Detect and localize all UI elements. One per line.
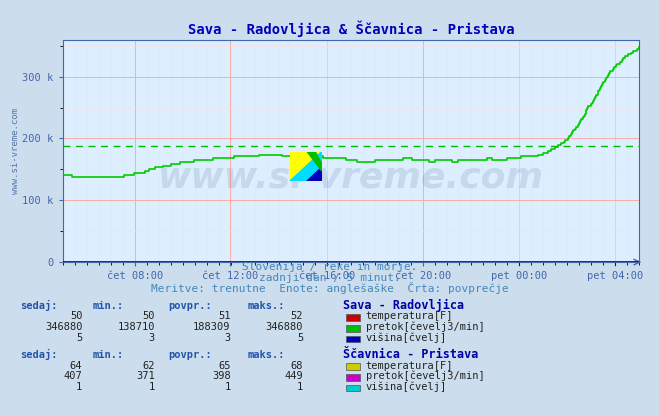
Text: povpr.:: povpr.: (168, 350, 212, 360)
Text: www.si-vreme.com: www.si-vreme.com (158, 161, 544, 195)
Title: Sava - Radovljica & Ščavnica - Pristava: Sava - Radovljica & Ščavnica - Pristava (188, 20, 514, 37)
Text: 5: 5 (297, 333, 303, 343)
Text: višina[čvelj]: višina[čvelj] (366, 333, 447, 343)
Text: Slovenija / reke in morje.: Slovenija / reke in morje. (242, 262, 417, 272)
Text: 188309: 188309 (193, 322, 231, 332)
Text: 5: 5 (76, 333, 82, 343)
Text: 62: 62 (142, 361, 155, 371)
Text: maks.:: maks.: (247, 301, 285, 311)
Text: zadnji dan / 5 minut.: zadnji dan / 5 minut. (258, 273, 401, 283)
Polygon shape (290, 152, 322, 181)
Text: min.:: min.: (92, 301, 123, 311)
Text: 346880: 346880 (266, 322, 303, 332)
Text: 1: 1 (76, 382, 82, 392)
Text: 407: 407 (64, 371, 82, 381)
Y-axis label: www.si-vreme.com: www.si-vreme.com (11, 108, 20, 194)
Polygon shape (290, 152, 322, 181)
Text: 65: 65 (218, 361, 231, 371)
Text: 50: 50 (142, 312, 155, 322)
Text: 398: 398 (212, 371, 231, 381)
Text: Ščavnica - Pristava: Ščavnica - Pristava (343, 348, 478, 361)
Text: Meritve: trenutne  Enote: anglešaške  Črta: povprečje: Meritve: trenutne Enote: anglešaške Črta… (151, 282, 508, 294)
Text: 1: 1 (149, 382, 155, 392)
Text: sedaj:: sedaj: (20, 300, 57, 311)
Text: 64: 64 (70, 361, 82, 371)
Text: 449: 449 (285, 371, 303, 381)
Text: 3: 3 (149, 333, 155, 343)
Text: višina[čvelj]: višina[čvelj] (366, 382, 447, 392)
Text: min.:: min.: (92, 350, 123, 360)
Text: sedaj:: sedaj: (20, 349, 57, 360)
Text: 346880: 346880 (45, 322, 82, 332)
Text: 50: 50 (70, 312, 82, 322)
Text: 51: 51 (218, 312, 231, 322)
Text: 1: 1 (297, 382, 303, 392)
Text: temperatura[F]: temperatura[F] (366, 361, 453, 371)
Text: 68: 68 (291, 361, 303, 371)
Text: 3: 3 (225, 333, 231, 343)
Text: 138710: 138710 (117, 322, 155, 332)
Text: maks.:: maks.: (247, 350, 285, 360)
Text: Sava - Radovljica: Sava - Radovljica (343, 299, 464, 312)
Text: temperatura[F]: temperatura[F] (366, 312, 453, 322)
Text: povpr.:: povpr.: (168, 301, 212, 311)
Polygon shape (307, 152, 322, 171)
Text: pretok[čevelj3/min]: pretok[čevelj3/min] (366, 322, 484, 332)
Text: 371: 371 (136, 371, 155, 381)
Text: 1: 1 (225, 382, 231, 392)
Polygon shape (306, 166, 322, 181)
Text: 52: 52 (291, 312, 303, 322)
Text: pretok[čevelj3/min]: pretok[čevelj3/min] (366, 371, 484, 381)
